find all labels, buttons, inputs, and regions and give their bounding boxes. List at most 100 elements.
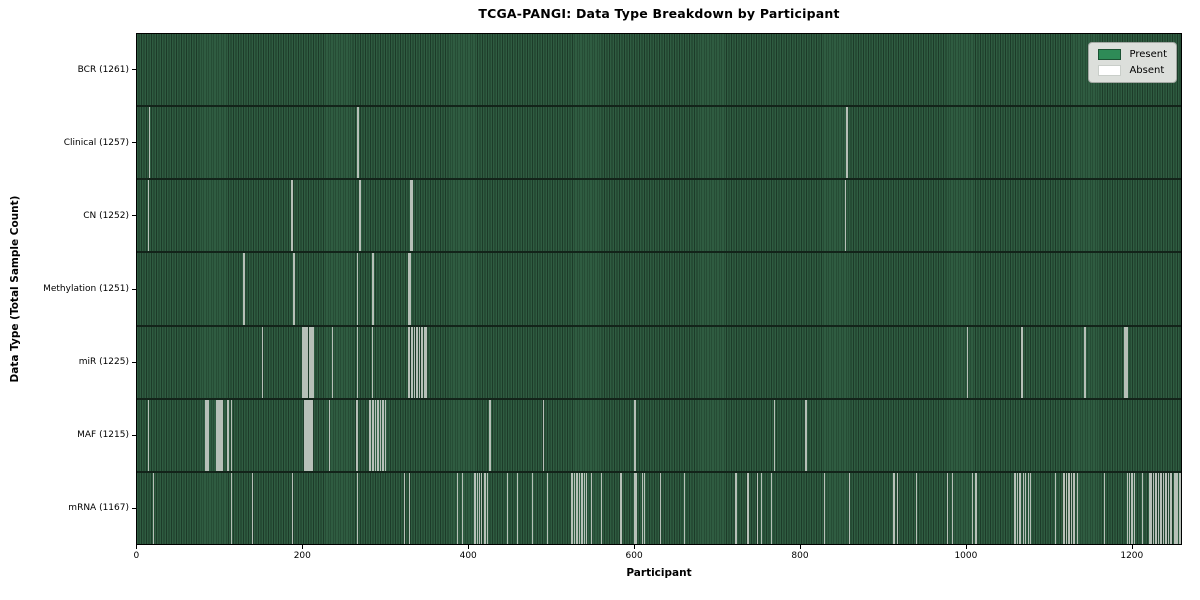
absent-mark: [408, 253, 411, 325]
absent-mark: [376, 399, 378, 471]
chart-title: TCGA-PANGI: Data Type Breakdown by Parti…: [478, 6, 840, 21]
absent-mark: [633, 472, 635, 544]
absent-mark: [967, 326, 969, 398]
absent-mark: [421, 326, 423, 398]
absent-mark: [804, 399, 806, 471]
absent-mark: [506, 472, 508, 544]
x-tick-mark: [1131, 545, 1133, 549]
absent-mark: [372, 253, 374, 325]
absent-mark: [1142, 472, 1144, 544]
absent-mark: [531, 472, 533, 544]
absent-mark: [1027, 472, 1029, 544]
absent-mark: [291, 472, 294, 544]
absent-mark: [413, 326, 416, 398]
absent-mark: [915, 472, 917, 544]
absent-mark: [516, 472, 518, 544]
absent-mark: [641, 472, 644, 544]
absent-mark: [331, 326, 333, 398]
absent-mark: [635, 472, 637, 544]
absent-mark: [243, 253, 245, 325]
absent-mark: [1030, 472, 1032, 544]
absent-mark: [845, 180, 847, 252]
absent-mark: [1170, 472, 1172, 544]
absent-mark: [684, 472, 686, 544]
absent-mark: [408, 253, 410, 325]
absent-mark: [329, 399, 331, 471]
absent-mark: [473, 472, 475, 544]
absent-mark: [1160, 472, 1162, 544]
absent-mark: [147, 180, 149, 252]
absent-mark: [1173, 472, 1175, 544]
absent-mark: [312, 326, 314, 398]
absent-mark: [846, 107, 849, 179]
absent-mark: [805, 399, 807, 471]
absent-mark: [1020, 472, 1022, 544]
absent-mark: [371, 253, 373, 325]
absent-mark: [308, 326, 310, 398]
x-tick-label: 400: [459, 551, 477, 561]
y-tick-mark: [132, 434, 136, 436]
absent-mark: [1084, 326, 1086, 398]
y-tick-label: Clinical (1257): [63, 137, 129, 148]
absent-mark: [757, 472, 759, 544]
absent-mark: [1125, 326, 1127, 398]
absent-mark: [356, 399, 358, 471]
absent-mark: [218, 399, 221, 471]
absent-mark: [408, 472, 411, 544]
absent-mark: [483, 472, 485, 544]
absent-mark: [1126, 326, 1128, 398]
absent-mark: [373, 399, 375, 471]
absent-mark: [216, 399, 218, 471]
absent-mark: [230, 399, 232, 471]
absent-mark: [227, 399, 229, 471]
x-tick-label: 600: [625, 551, 643, 561]
absent-mark: [580, 472, 582, 544]
absent-mark: [311, 399, 314, 471]
absent-mark: [304, 326, 306, 398]
absent-mark: [1155, 472, 1157, 544]
absent-mark: [1063, 472, 1065, 544]
absent-mark: [1018, 472, 1020, 544]
absent-mark: [222, 399, 224, 471]
absent-mark: [457, 472, 459, 544]
x-tick-label: 0: [133, 551, 140, 561]
absent-mark: [600, 472, 602, 544]
absent-mark: [306, 399, 309, 471]
absent-mark: [378, 399, 380, 471]
absent-mark: [1150, 472, 1152, 544]
absent-mark: [486, 472, 489, 544]
absent-mark: [418, 326, 421, 398]
absent-mark: [374, 399, 377, 471]
absent-mark: [975, 472, 977, 544]
x-tick-label: 1200: [1120, 551, 1144, 561]
x-tick-label: 200: [293, 551, 311, 561]
absent-mark: [1015, 472, 1017, 544]
absent-mark: [379, 399, 382, 471]
absent-mark: [570, 472, 572, 544]
absent-mark: [359, 180, 361, 252]
y-tick-mark: [132, 507, 136, 509]
x-tick-label: 800: [791, 551, 809, 561]
y-tick-mark: [132, 215, 136, 217]
absent-mark: [152, 472, 154, 544]
absent-mark: [408, 326, 410, 398]
y-tick-label: BCR (1261): [77, 64, 129, 75]
absent-mark: [423, 326, 425, 398]
y-tick-mark: [132, 142, 136, 144]
absent-mark: [643, 472, 645, 544]
absent-mark: [476, 472, 479, 544]
plot-area: Present Absent: [136, 33, 1182, 545]
absent-mark: [573, 472, 576, 544]
x-tick-mark: [136, 545, 138, 549]
absent-mark: [1167, 472, 1170, 544]
absent-mark: [572, 472, 574, 544]
absent-mark: [357, 107, 359, 179]
absent-mark: [1127, 472, 1129, 544]
absent-mark: [578, 472, 581, 544]
absent-mark: [252, 472, 254, 544]
absent-mark: [660, 472, 662, 544]
absent-mark: [411, 180, 413, 252]
absent-mark: [359, 180, 362, 252]
absent-mark: [291, 180, 293, 252]
absent-mark: [409, 180, 411, 252]
